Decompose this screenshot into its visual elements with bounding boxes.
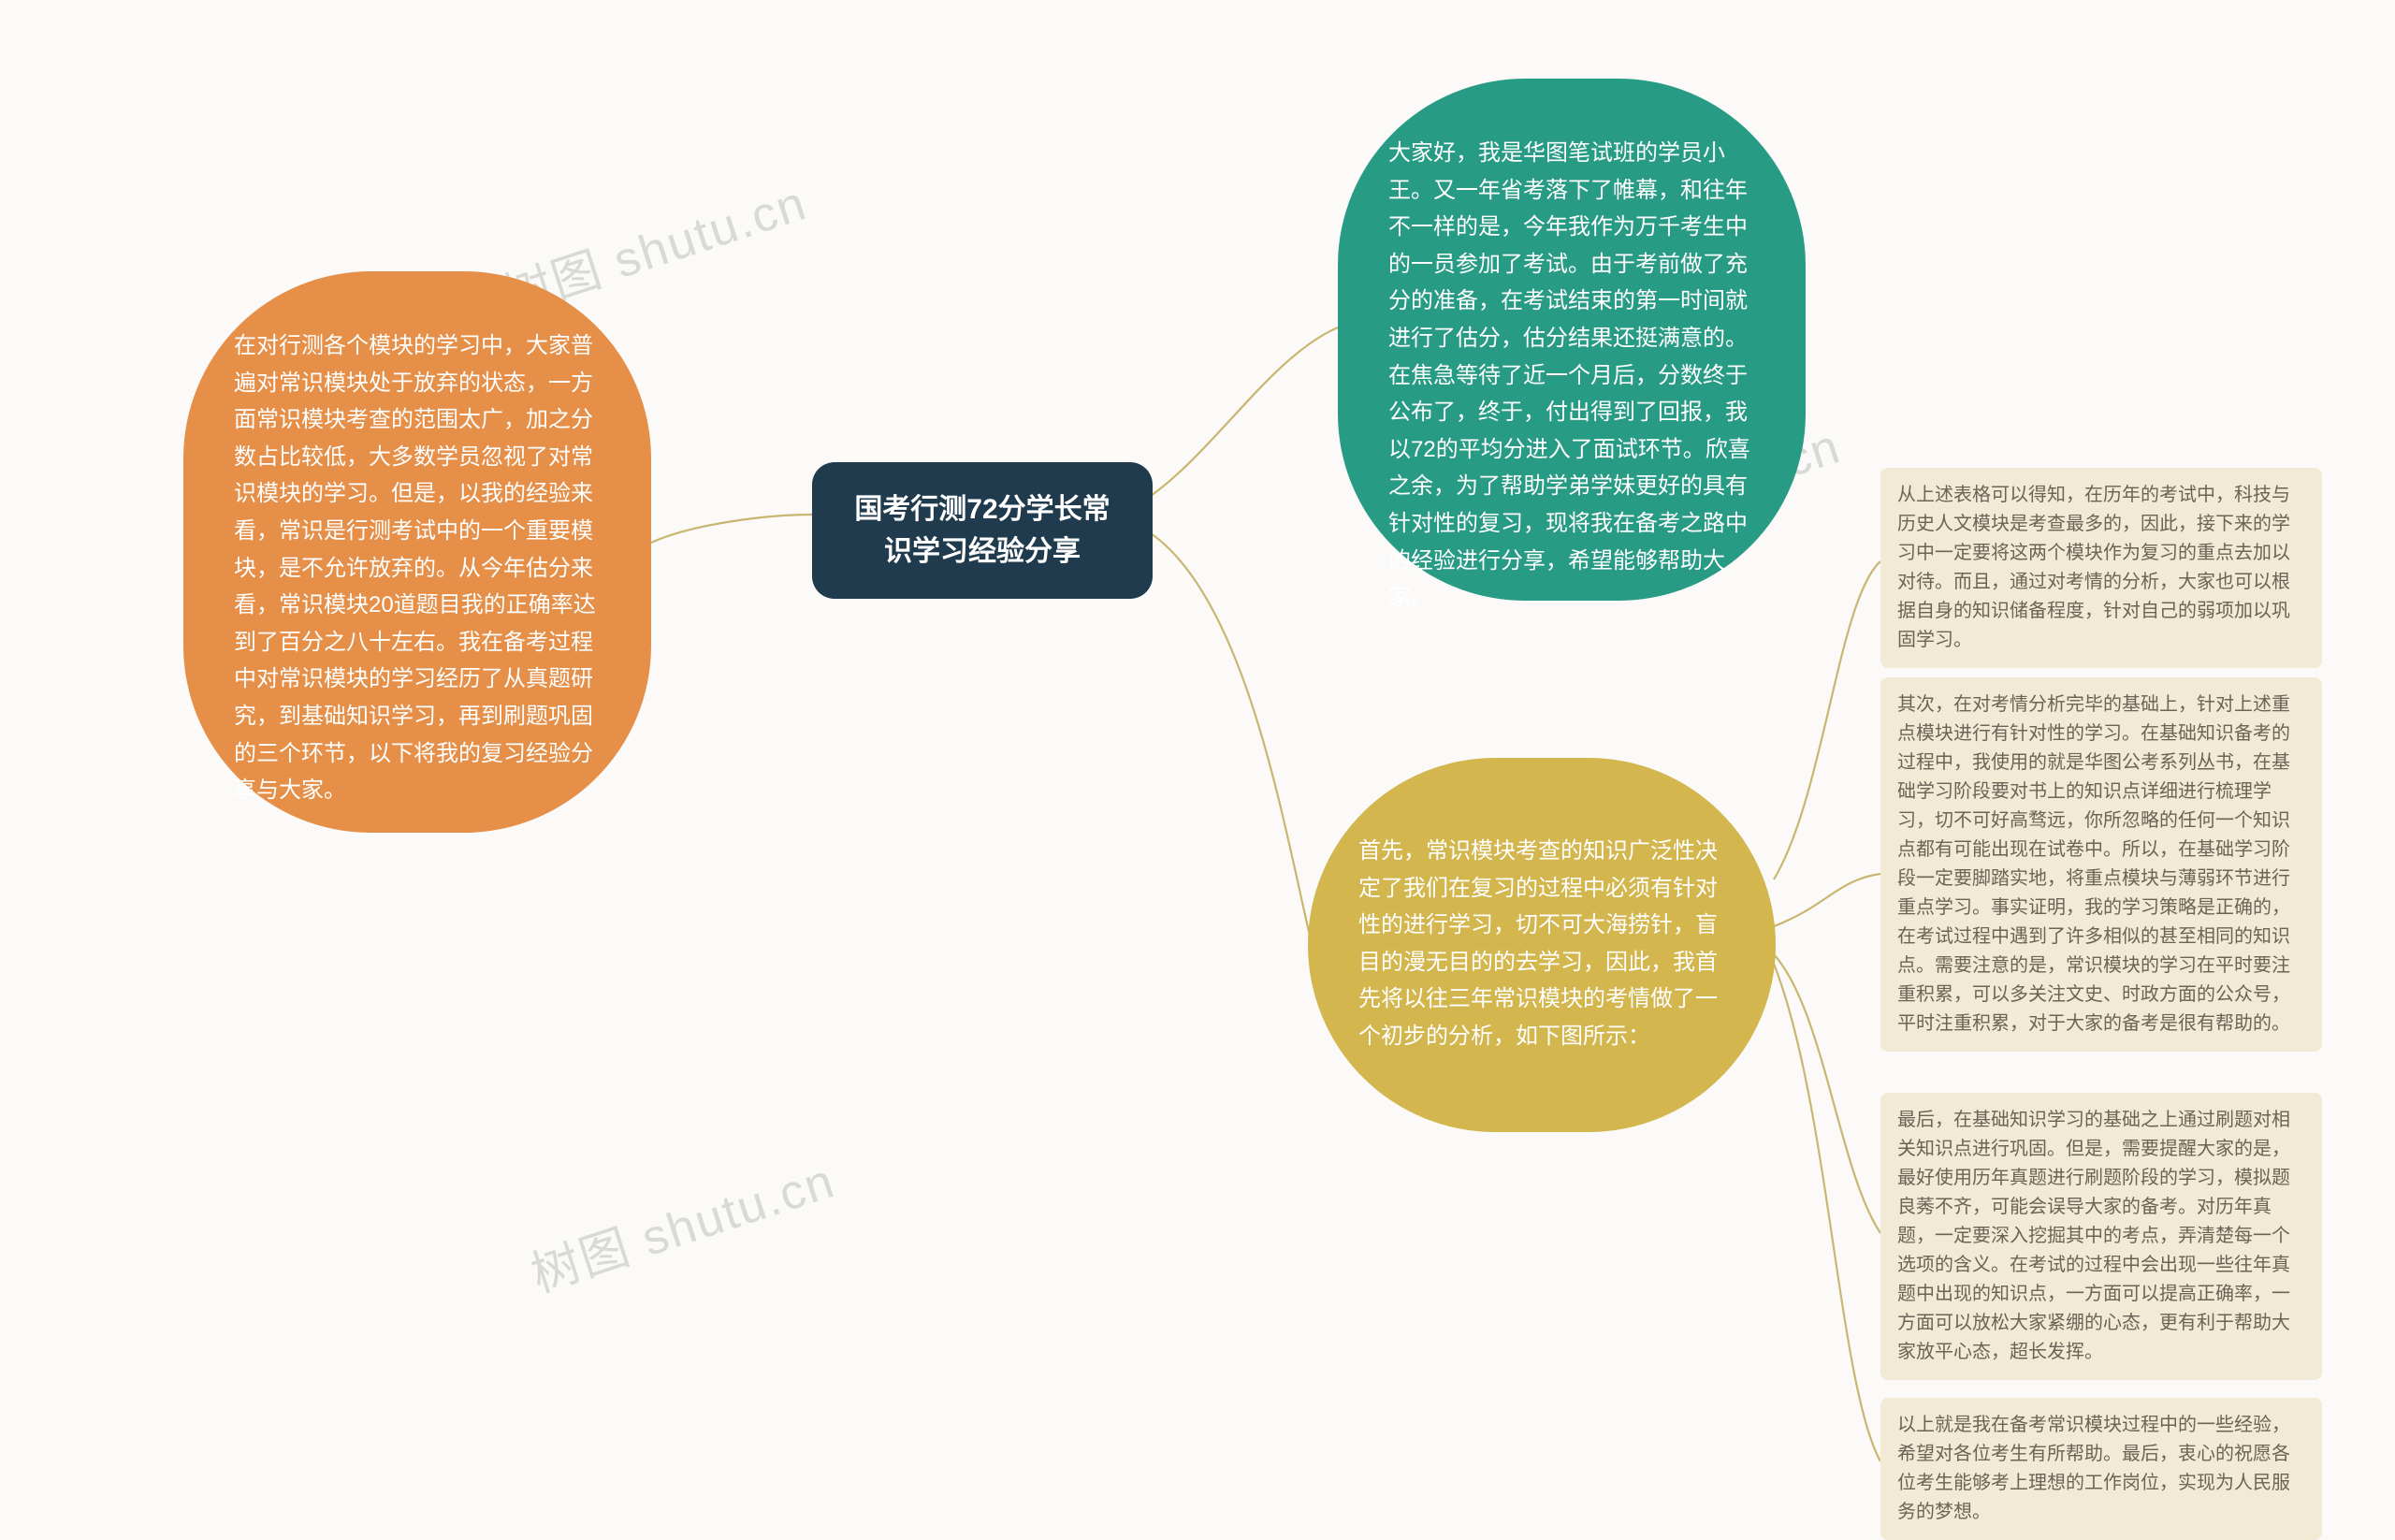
mindmap-node-bottom-right[interactable]: 首先，常识模块考查的知识广泛性决定了我们在复习的过程中必须有针对性的进行学习，切… bbox=[1308, 758, 1776, 1132]
subnote-2[interactable]: 其次，在对考情分析完毕的基础上，针对上述重点模块进行有针对性的学习。在基础知识备… bbox=[1880, 677, 2322, 1052]
subnote-3[interactable]: 最后，在基础知识学习的基础之上通过刷题对相关知识点进行巩固。但是，需要提醒大家的… bbox=[1880, 1093, 2322, 1380]
node-text: 大家好，我是华图笔试班的学员小王。又一年省考落下了帷幕，和往年不一样的是，今年我… bbox=[1388, 140, 1750, 610]
node-text: 首先，常识模块考查的知识广泛性决定了我们在复习的过程中必须有针对性的进行学习，切… bbox=[1358, 838, 1718, 1049]
subnote-1[interactable]: 从上述表格可以得知，在历年的考试中，科技与历史人文模块是考查最多的，因此，接下来… bbox=[1880, 468, 2322, 668]
node-text: 国考行测72分学长常识学习经验分享 bbox=[854, 494, 1110, 567]
mindmap-node-left[interactable]: 在对行测各个模块的学习中，大家普遍对常识模块处于放弃的状态，一方面常识模块考查的… bbox=[183, 271, 651, 833]
node-text: 在对行测各个模块的学习中，大家普遍对常识模块处于放弃的状态，一方面常识模块考查的… bbox=[234, 333, 596, 803]
mindmap-node-center[interactable]: 国考行测72分学长常识学习经验分享 bbox=[812, 462, 1153, 599]
subnote-text: 其次，在对考情分析完毕的基础上，针对上述重点模块进行有针对性的学习。在基础知识备… bbox=[1897, 694, 2290, 1034]
mindmap-node-top-right[interactable]: 大家好，我是华图笔试班的学员小王。又一年省考落下了帷幕，和往年不一样的是，今年我… bbox=[1338, 79, 1806, 601]
subnote-text: 从上述表格可以得知，在历年的考试中，科技与历史人文模块是考查最多的，因此，接下来… bbox=[1897, 485, 2290, 650]
subnote-4[interactable]: 以上就是我在备考常识模块过程中的一些经验，希望对各位考生有所帮助。最后，衷心的祝… bbox=[1880, 1398, 2322, 1540]
watermark-3: 树图 shutu.cn bbox=[521, 1141, 843, 1305]
subnote-text: 最后，在基础知识学习的基础之上通过刷题对相关知识点进行巩固。但是，需要提醒大家的… bbox=[1897, 1110, 2290, 1362]
